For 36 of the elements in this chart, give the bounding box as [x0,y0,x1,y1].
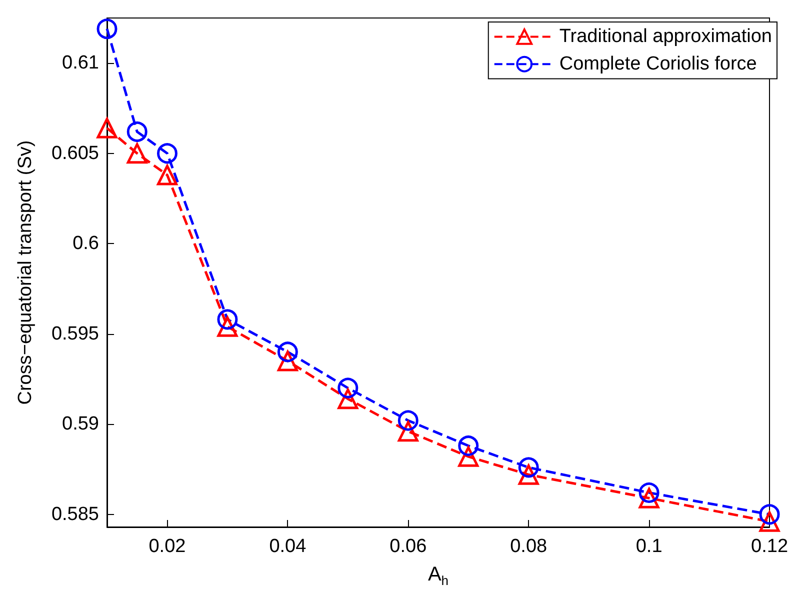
y-tick-label: 0.6 [72,233,99,254]
point [277,350,298,372]
point [638,482,660,503]
point [398,421,418,442]
point [398,410,418,431]
y-tick-label: 0.61 [62,52,99,74]
point [126,121,148,142]
y-axis-title: Cross−equatorial transport (Sv) [15,140,36,405]
point [126,143,148,164]
point [518,464,539,485]
point [759,511,780,532]
x-tick-label: 0.08 [510,536,548,557]
x-tick-label: 0.02 [148,536,186,557]
point [277,342,298,362]
y-tick-label: 0.595 [51,323,99,344]
x-tick-label: 0.12 [751,536,788,557]
point [217,316,238,337]
point [96,118,118,138]
y-tick-label: 0.605 [51,142,99,164]
point [458,436,479,456]
point [759,504,780,525]
point [156,164,178,186]
point [338,378,358,398]
legend-label: Traditional approximation [559,26,772,48]
point [458,446,479,467]
point [156,143,178,164]
point [217,309,238,330]
point [518,457,539,478]
legend-label: Complete Coriolis force [559,54,757,75]
y-tick-label: 0.59 [62,414,99,435]
x-tick-label: 0.06 [390,536,427,557]
point [338,388,358,410]
x-tick-label: 0.1 [636,536,662,557]
y-tick-label: 0.585 [51,504,99,525]
x-tick-label: 0.04 [269,536,307,557]
point [96,18,118,40]
